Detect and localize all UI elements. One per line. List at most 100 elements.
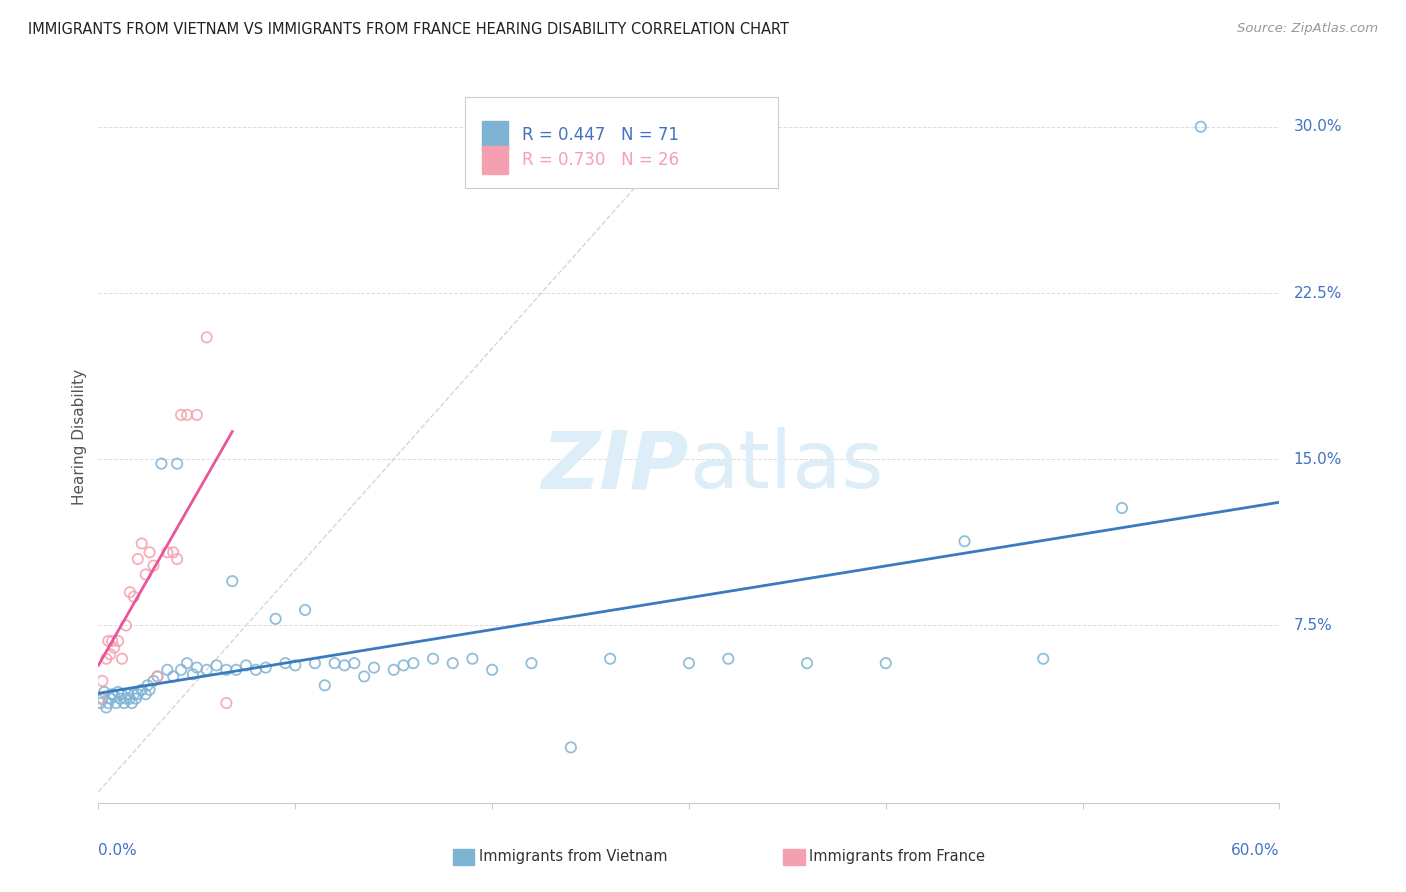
Point — [136, 678, 159, 692]
Point — [122, 687, 145, 701]
Y-axis label: Hearing Disability: Hearing Disability — [72, 369, 87, 505]
Point — [111, 687, 134, 701]
Point — [560, 740, 582, 755]
Point — [254, 660, 277, 674]
Point — [127, 687, 149, 701]
Point — [93, 685, 115, 699]
Point — [166, 552, 188, 566]
Point — [314, 678, 336, 692]
FancyBboxPatch shape — [482, 146, 508, 174]
Point — [105, 696, 128, 710]
Point — [97, 696, 120, 710]
Point — [382, 663, 405, 677]
Point — [96, 651, 118, 665]
Point — [294, 603, 316, 617]
Point — [162, 545, 184, 559]
Point — [304, 656, 326, 670]
Point — [131, 536, 153, 550]
Text: 60.0%: 60.0% — [1232, 843, 1279, 858]
Point — [176, 656, 198, 670]
Point — [875, 656, 897, 670]
Point — [91, 673, 114, 688]
Text: Immigrants from Vietnam: Immigrants from Vietnam — [478, 849, 668, 864]
Point — [481, 663, 503, 677]
Point — [441, 656, 464, 670]
Point — [101, 687, 124, 701]
Point — [176, 408, 198, 422]
Point — [107, 634, 129, 648]
Point — [142, 558, 165, 573]
FancyBboxPatch shape — [453, 849, 474, 865]
Text: IMMIGRANTS FROM VIETNAM VS IMMIGRANTS FROM FRANCE HEARING DISABILITY CORRELATION: IMMIGRANTS FROM VIETNAM VS IMMIGRANTS FR… — [28, 22, 789, 37]
Point — [225, 663, 247, 677]
Point — [353, 669, 375, 683]
Point — [112, 696, 135, 710]
Point — [166, 457, 188, 471]
Point — [284, 658, 307, 673]
Point — [1189, 120, 1212, 134]
Point — [520, 656, 543, 670]
Point — [125, 691, 148, 706]
Point — [195, 330, 218, 344]
Text: atlas: atlas — [689, 427, 883, 506]
Point — [91, 691, 114, 706]
Point — [181, 667, 204, 681]
Point — [89, 696, 111, 710]
Point — [131, 682, 153, 697]
Point — [717, 651, 740, 665]
Point — [156, 545, 179, 559]
Point — [195, 663, 218, 677]
Point — [138, 545, 160, 559]
Point — [221, 574, 243, 589]
Point — [150, 457, 173, 471]
Point — [118, 585, 141, 599]
Point — [343, 656, 366, 670]
Text: R = 0.730   N = 26: R = 0.730 N = 26 — [523, 151, 679, 169]
Point — [117, 687, 139, 701]
Point — [245, 663, 267, 677]
FancyBboxPatch shape — [482, 121, 508, 149]
Text: 15.0%: 15.0% — [1294, 451, 1341, 467]
Point — [108, 691, 131, 706]
Point — [146, 669, 169, 683]
Point — [98, 648, 121, 662]
Point — [121, 696, 143, 710]
Point — [138, 682, 160, 697]
Point — [107, 685, 129, 699]
Point — [111, 651, 134, 665]
Point — [264, 612, 287, 626]
Point — [363, 660, 385, 674]
Text: 22.5%: 22.5% — [1294, 285, 1341, 301]
Text: ZIP: ZIP — [541, 427, 689, 506]
Point — [796, 656, 818, 670]
FancyBboxPatch shape — [783, 849, 804, 865]
Point — [392, 658, 415, 673]
Text: Immigrants from France: Immigrants from France — [810, 849, 986, 864]
Point — [323, 656, 346, 670]
Point — [103, 640, 125, 655]
Point — [96, 700, 118, 714]
Point — [170, 408, 193, 422]
Text: 30.0%: 30.0% — [1294, 120, 1343, 135]
Point — [98, 691, 121, 706]
Point — [274, 656, 297, 670]
Point — [235, 658, 257, 673]
Point — [135, 687, 157, 701]
Point — [333, 658, 356, 673]
Point — [115, 691, 138, 706]
Point — [215, 663, 238, 677]
Point — [127, 552, 149, 566]
Text: Source: ZipAtlas.com: Source: ZipAtlas.com — [1237, 22, 1378, 36]
Point — [215, 696, 238, 710]
Point — [89, 691, 111, 706]
Point — [599, 651, 621, 665]
Point — [142, 673, 165, 688]
FancyBboxPatch shape — [464, 97, 778, 188]
Point — [162, 669, 184, 683]
Text: R = 0.447   N = 71: R = 0.447 N = 71 — [523, 126, 679, 144]
Point — [103, 690, 125, 704]
Point — [146, 669, 169, 683]
Point — [118, 691, 141, 706]
Point — [1032, 651, 1054, 665]
Point — [205, 658, 228, 673]
